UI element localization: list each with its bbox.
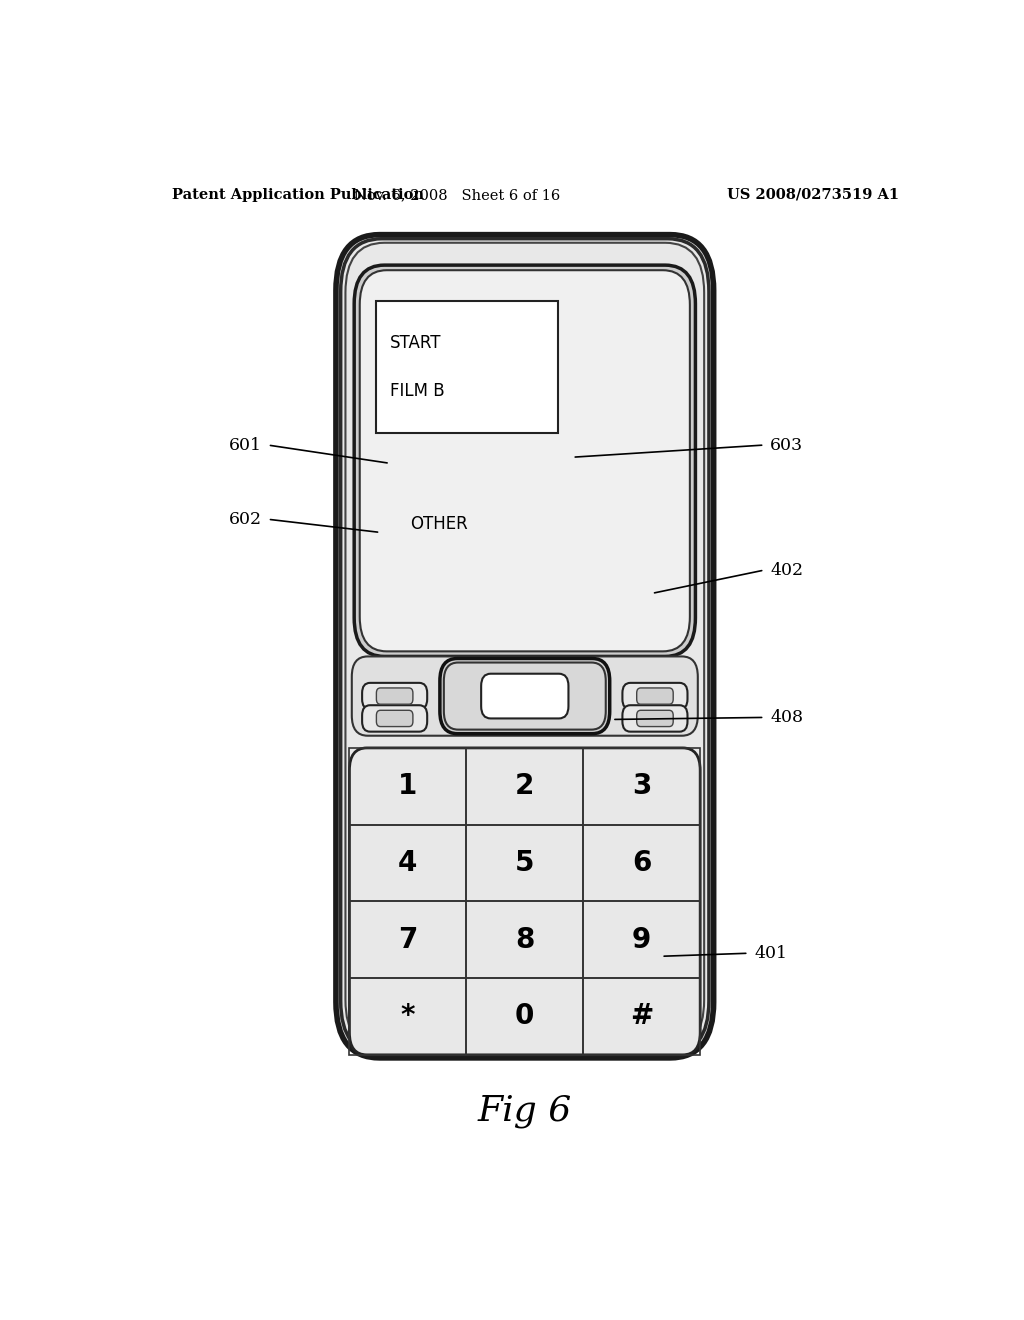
Bar — [349, 825, 466, 902]
Text: 603: 603 — [770, 437, 803, 454]
Text: 0: 0 — [515, 1002, 535, 1031]
Text: #: # — [630, 1002, 653, 1031]
FancyBboxPatch shape — [637, 710, 673, 726]
FancyBboxPatch shape — [362, 705, 427, 731]
FancyBboxPatch shape — [341, 239, 709, 1053]
Bar — [466, 825, 584, 902]
Text: 408: 408 — [770, 709, 803, 726]
Text: Fig 6: Fig 6 — [477, 1094, 572, 1127]
FancyBboxPatch shape — [637, 688, 673, 704]
Text: 9: 9 — [632, 925, 651, 954]
FancyBboxPatch shape — [443, 663, 606, 730]
FancyBboxPatch shape — [377, 688, 413, 704]
Text: *: * — [400, 1002, 415, 1031]
Bar — [584, 902, 700, 978]
Bar — [349, 902, 466, 978]
FancyBboxPatch shape — [336, 235, 714, 1057]
Text: 1: 1 — [398, 772, 418, 800]
Text: 402: 402 — [770, 561, 803, 578]
Bar — [584, 825, 700, 902]
Text: 602: 602 — [229, 511, 262, 528]
Bar — [466, 902, 584, 978]
Text: Patent Application Publication: Patent Application Publication — [172, 187, 424, 202]
FancyBboxPatch shape — [352, 656, 697, 735]
Text: OTHER: OTHER — [410, 515, 468, 533]
Text: FILM B: FILM B — [390, 381, 444, 400]
Bar — [349, 978, 466, 1055]
FancyBboxPatch shape — [481, 673, 568, 718]
FancyBboxPatch shape — [623, 682, 687, 709]
Text: 8: 8 — [515, 925, 535, 954]
Text: 601: 601 — [229, 437, 262, 454]
Text: 401: 401 — [755, 945, 787, 962]
Bar — [466, 748, 584, 825]
FancyBboxPatch shape — [359, 271, 690, 651]
FancyBboxPatch shape — [623, 705, 687, 731]
FancyBboxPatch shape — [377, 710, 413, 726]
Bar — [349, 748, 466, 825]
Bar — [466, 978, 584, 1055]
FancyBboxPatch shape — [349, 748, 700, 1055]
FancyBboxPatch shape — [440, 659, 609, 734]
Text: 3: 3 — [632, 772, 651, 800]
FancyBboxPatch shape — [354, 265, 695, 656]
Text: START: START — [390, 334, 441, 352]
Text: 5: 5 — [515, 849, 535, 876]
Bar — [584, 978, 700, 1055]
Text: 7: 7 — [398, 925, 418, 954]
Text: US 2008/0273519 A1: US 2008/0273519 A1 — [727, 187, 899, 202]
Text: Nov. 6, 2008   Sheet 6 of 16: Nov. 6, 2008 Sheet 6 of 16 — [354, 187, 560, 202]
Text: 4: 4 — [398, 849, 418, 876]
Text: 6: 6 — [632, 849, 651, 876]
FancyBboxPatch shape — [376, 301, 558, 433]
Bar — [584, 748, 700, 825]
FancyBboxPatch shape — [362, 682, 427, 709]
Text: 2: 2 — [515, 772, 535, 800]
